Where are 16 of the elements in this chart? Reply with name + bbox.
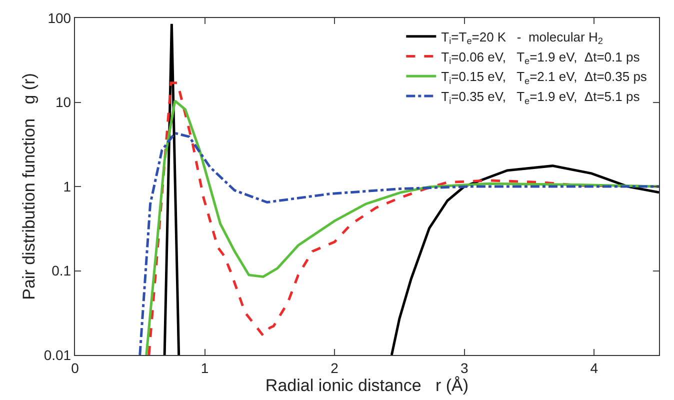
legend-label: T$_{i}$=0.15 eV, T$_{e}$=2.1 eV, Δt=0.35 ps	[441, 69, 648, 86]
y-tick-label: 10	[56, 94, 72, 110]
y-tick-label: 100	[48, 10, 72, 26]
x-tick-label: 1	[200, 360, 209, 376]
x-tick-label: 4	[590, 360, 598, 376]
legend-label: T$_{i}$=0.06 eV, T$_{e}$=1.9 eV, Δt=0.1 ps	[441, 49, 640, 66]
x-tick-label: 2	[330, 360, 339, 376]
y-axis-title: Pair distribution function g (r)	[19, 73, 38, 300]
y-tick-label: 1	[63, 178, 72, 194]
y-tick-label: 0.1	[52, 262, 72, 279]
x-tick-label: 3	[460, 360, 468, 376]
x-tick-label: 0	[71, 360, 80, 376]
legend-label: T$_{i}$=0.35 eV, T$_{e}$=1.9 eV, Δt=5.1 ps	[441, 89, 640, 106]
x-axis-title: Radial ionic distance r (Å)	[265, 376, 469, 395]
legend-label: T$_{i}$=T$_{e}$=20 K - molecular H$_{2}$	[441, 29, 603, 46]
y-tick-label: 0.01	[44, 346, 72, 363]
